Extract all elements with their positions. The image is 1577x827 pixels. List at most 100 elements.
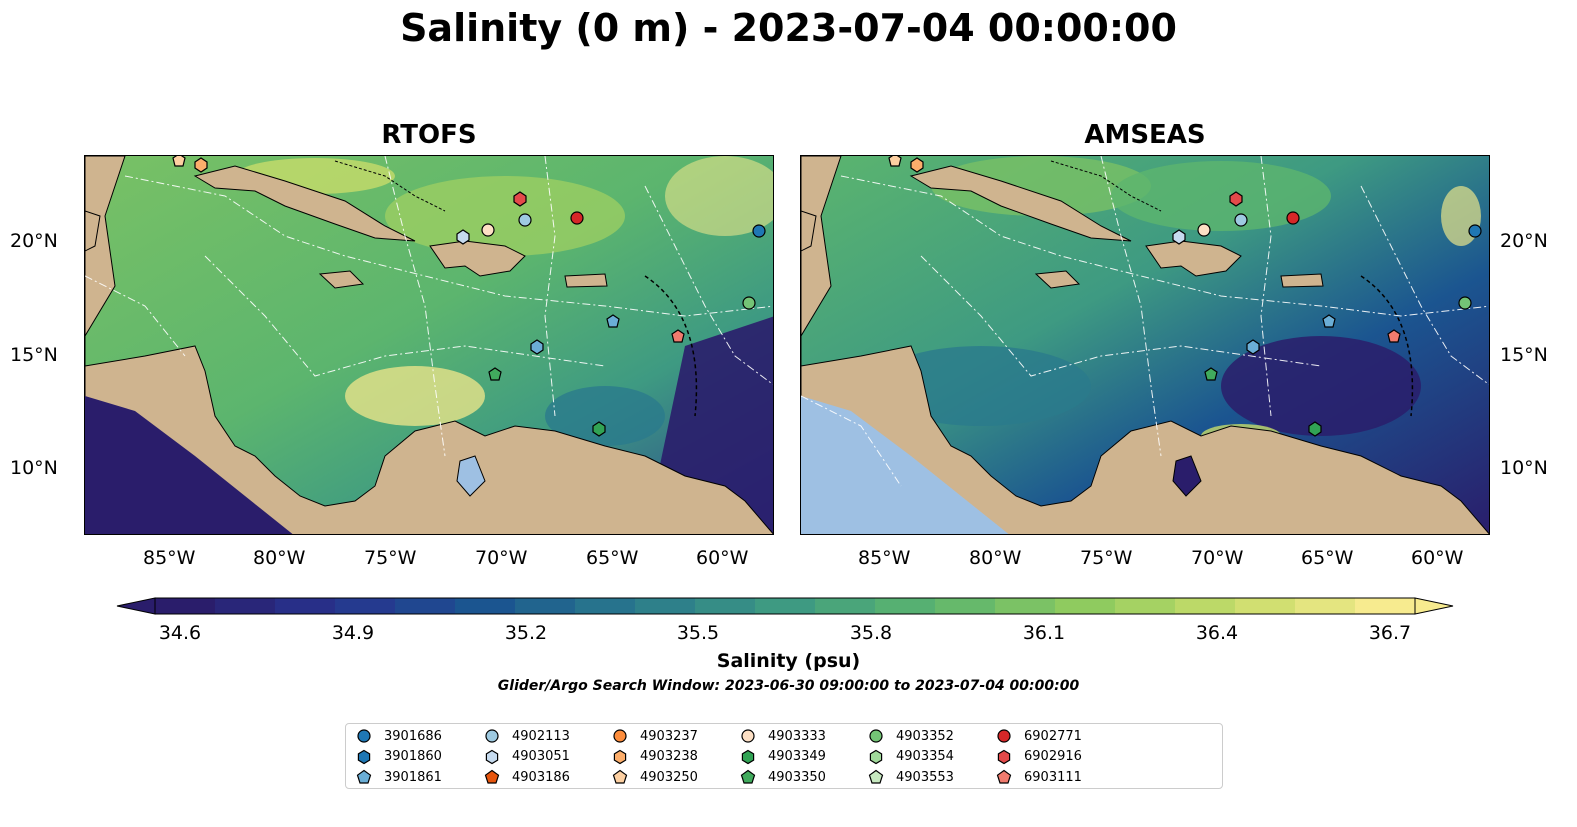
colorbar-tick-3: 35.5 — [676, 622, 720, 644]
colorbar-tick-0: 34.6 — [158, 622, 202, 644]
hexagon-marker-icon — [613, 749, 627, 764]
colorbar-frame — [154, 597, 1416, 615]
panel-title-amseas: AMSEAS — [1084, 120, 1206, 150]
y-tick-right-20n: 20°N — [1500, 230, 1548, 252]
colorbar-tick-6: 36.4 — [1195, 622, 1239, 644]
colorbar-tick-1: 34.9 — [331, 622, 375, 644]
hexagon-marker-icon — [869, 749, 883, 764]
pentagon-marker-icon — [740, 769, 756, 784]
hexagon-marker-icon — [997, 749, 1011, 764]
land-cuba — [193, 165, 416, 242]
colorbar-segment — [635, 598, 696, 614]
circle-marker-icon — [357, 729, 371, 743]
circle-marker-icon — [869, 729, 883, 743]
legend-entry: 3901686 — [356, 727, 442, 745]
legend-label: 4903352 — [896, 728, 954, 744]
search-window-caption: Glider/Argo Search Window: 2023-06-30 09… — [497, 678, 1080, 694]
colorbar-segment — [515, 598, 576, 614]
x-tick-rtofs-85w: 85°W — [143, 547, 196, 569]
colorbar-tick-2: 35.2 — [504, 622, 548, 644]
legend-label: 3901861 — [384, 769, 442, 785]
y-tick-right-10n: 10°N — [1500, 457, 1548, 479]
x-tick-amseas-75w: 75°W — [1080, 547, 1133, 569]
colorbar-segment — [935, 598, 996, 614]
x-tick-amseas-85w: 85°W — [858, 547, 911, 569]
colorbar-segment — [1295, 598, 1356, 614]
colorbar-segment — [875, 598, 936, 614]
colorbar-segment — [695, 598, 756, 614]
colorbar-segment — [1115, 598, 1176, 614]
hexagon-marker-icon — [357, 749, 371, 764]
legend-label: 3901686 — [384, 728, 442, 744]
land-cuba — [909, 165, 1132, 242]
colorbar-extend-low — [116, 597, 156, 615]
colorbar-segment — [155, 598, 216, 614]
colorbar-tick-7: 36.7 — [1368, 622, 1412, 644]
map-panel-amseas — [800, 155, 1490, 535]
legend-label: 4903553 — [896, 769, 954, 785]
y-tick-left-10n: 10°N — [10, 457, 58, 479]
legend-entry: 4903186 — [484, 768, 570, 786]
y-tick-right-15n: 15°N — [1500, 344, 1548, 366]
colorbar-segment — [1175, 598, 1236, 614]
legend-label: 4903350 — [768, 769, 826, 785]
land-central-america — [85, 156, 773, 534]
pentagon-marker-icon — [996, 769, 1012, 784]
pentagon-marker-icon — [868, 769, 884, 784]
colorbar — [116, 597, 1454, 615]
legend-entry: 4903553 — [868, 768, 954, 786]
float-legend: 3901686 3901860 3901861 4902113 4903051 49031… — [345, 723, 1223, 789]
colorbar-segment — [335, 598, 396, 614]
colorbar-tick-4: 35.8 — [849, 622, 893, 644]
legend-entry: 4903250 — [612, 768, 698, 786]
x-tick-rtofs-75w: 75°W — [364, 547, 417, 569]
x-tick-amseas-65w: 65°W — [1301, 547, 1354, 569]
legend-entry: 6902916 — [996, 748, 1082, 766]
land-central-america — [801, 156, 1489, 534]
colorbar-segment — [1055, 598, 1116, 614]
colorbar-segment — [1355, 598, 1416, 614]
legend-entry: 4903051 — [484, 748, 570, 766]
legend-label: 4903250 — [640, 769, 698, 785]
hexagon-marker-icon — [741, 749, 755, 764]
colorbar-segment — [215, 598, 276, 614]
map-panel-rtofs — [84, 155, 774, 535]
legend-entry: 3901860 — [356, 748, 442, 766]
x-tick-rtofs-60w: 60°W — [696, 547, 749, 569]
x-tick-amseas-80w: 80°W — [969, 547, 1022, 569]
colorbar-segment — [815, 598, 876, 614]
colorbar-extend-high — [1414, 597, 1454, 615]
legend-entry: 4903238 — [612, 748, 698, 766]
legend-label: 4903349 — [768, 749, 826, 764]
hexagon-marker-icon — [485, 749, 499, 764]
x-tick-amseas-70w: 70°W — [1191, 547, 1244, 569]
circle-marker-icon — [485, 729, 499, 743]
colorbar-label: Salinity (psu) — [716, 650, 861, 672]
circle-marker-icon — [997, 729, 1011, 743]
y-tick-left-20n: 20°N — [10, 230, 58, 252]
legend-entry: 4903349 — [740, 748, 826, 766]
legend-entry: 4903237 — [612, 727, 698, 745]
colorbar-segment — [575, 598, 636, 614]
colorbar-segment — [275, 598, 336, 614]
circle-marker-icon — [741, 729, 755, 743]
legend-entry: 4903354 — [868, 748, 954, 766]
colorbar-segment — [755, 598, 816, 614]
y-tick-left-15n: 15°N — [10, 344, 58, 366]
legend-label: 4903051 — [512, 749, 570, 764]
legend-label: 3901860 — [384, 749, 442, 764]
pentagon-marker-icon — [612, 769, 628, 784]
legend-label: 4903186 — [512, 769, 570, 785]
legend-label: 4903238 — [640, 749, 698, 764]
legend-entry: 6902771 — [996, 727, 1082, 745]
legend-label: 4902113 — [512, 728, 570, 744]
figure-title: Salinity (0 m) - 2023-07-04 00:00:00 — [400, 6, 1177, 50]
x-tick-rtofs-70w: 70°W — [475, 547, 528, 569]
legend-entry: 4903352 — [868, 727, 954, 745]
legend-entry: 4903350 — [740, 768, 826, 786]
colorbar-segment — [455, 598, 516, 614]
land-hispaniola — [429, 240, 526, 277]
x-tick-rtofs-80w: 80°W — [253, 547, 306, 569]
pentagon-marker-icon — [356, 769, 372, 784]
land-hispaniola — [1145, 240, 1242, 277]
